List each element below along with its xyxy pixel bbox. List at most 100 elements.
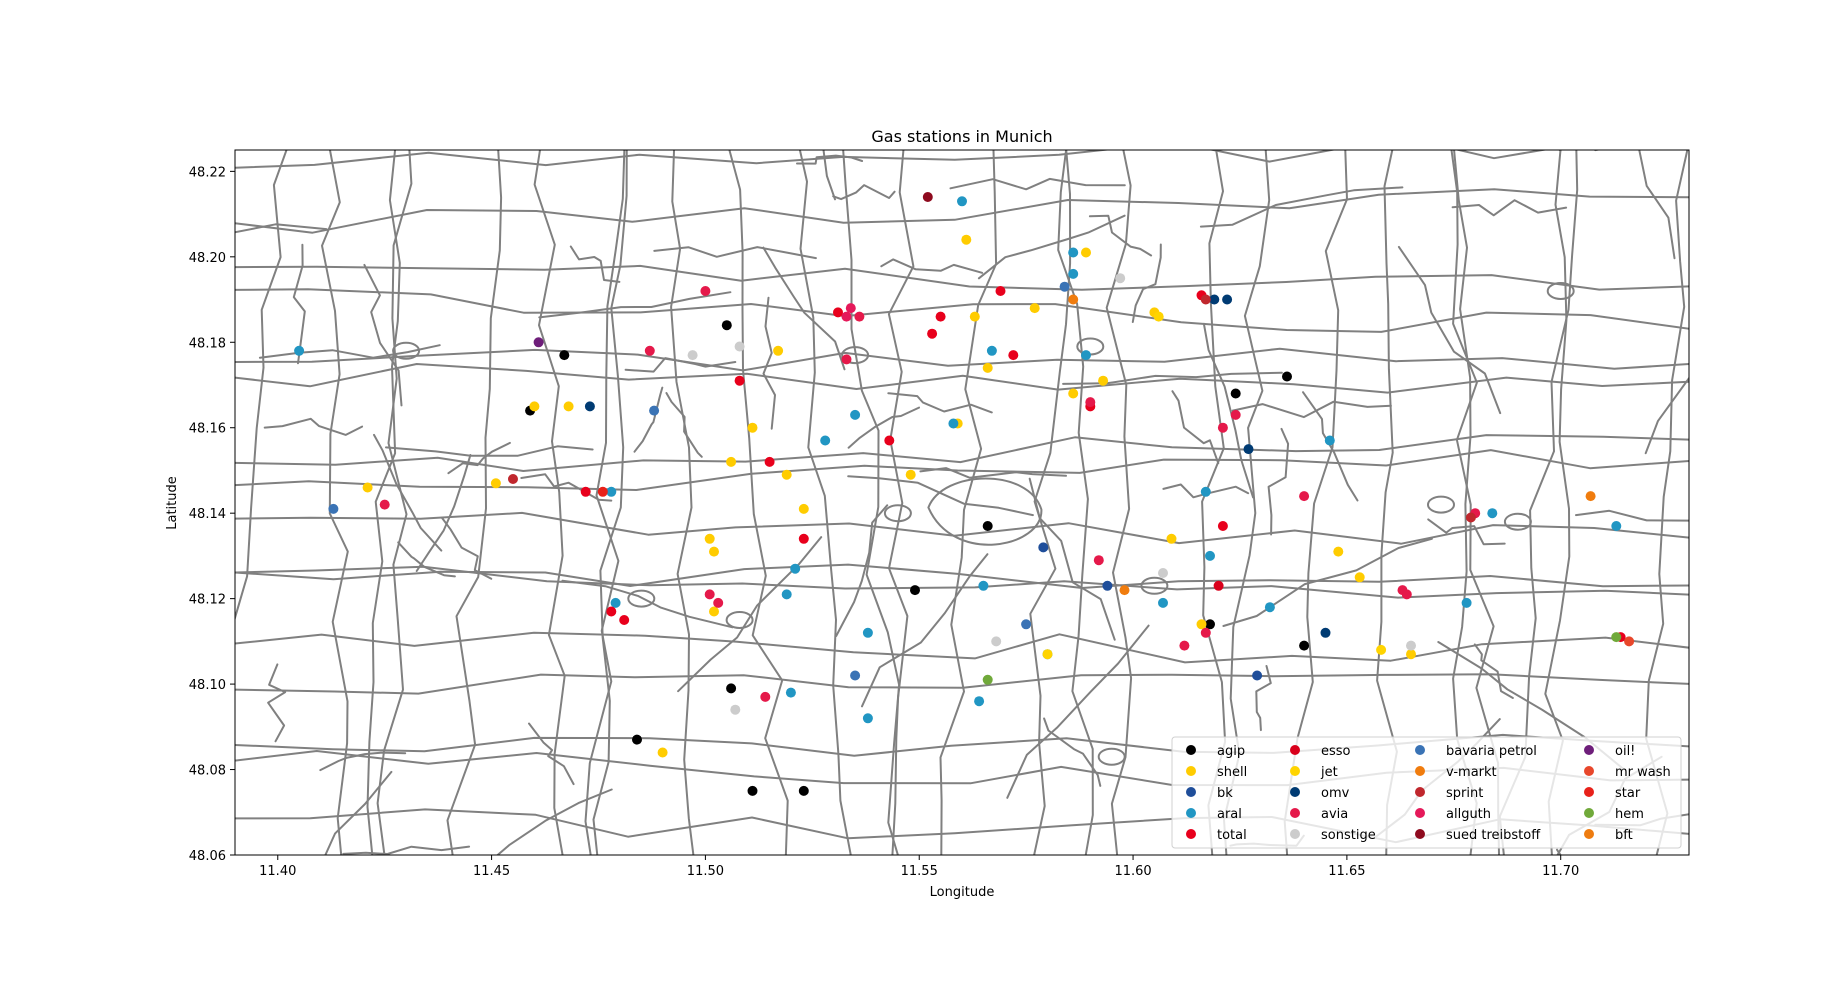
station-point-aral: [1264, 602, 1275, 613]
station-point-avia: [854, 311, 865, 322]
station-point-shell: [529, 401, 540, 412]
station-point-sonstige: [1158, 568, 1168, 578]
station-point-allguth: [845, 303, 856, 314]
station-point-shell: [704, 533, 715, 544]
road: [373, 433, 443, 552]
station-point-aral: [294, 345, 305, 356]
station-point-total: [884, 435, 895, 446]
road: [569, 245, 621, 283]
road: [1222, 537, 1433, 627]
road-loop: [725, 611, 754, 629]
station-point-shell: [709, 606, 719, 617]
road: [653, 246, 817, 260]
road: [1057, 150, 1094, 855]
road: [1267, 427, 1290, 536]
station-point-sonstige: [687, 350, 698, 361]
station-point-aral: [1611, 521, 1622, 531]
road: [624, 357, 737, 373]
road: [1131, 243, 1162, 323]
y-axis-label: Latitude: [165, 476, 180, 530]
station-point-aral: [974, 696, 985, 707]
legend-marker: [1186, 829, 1196, 839]
road: [822, 150, 836, 201]
station-point-shell: [1081, 247, 1091, 258]
station-point-bk: [1038, 542, 1049, 553]
station-point-aral: [820, 435, 831, 446]
y-tick-label: 48.22: [189, 165, 226, 180]
station-point-bavaria-petrol: [328, 503, 339, 514]
station-point-agip: [726, 683, 737, 694]
station-point-avia: [1200, 627, 1211, 638]
station-point-aral: [1068, 247, 1079, 258]
y-tick-label: 48.06: [189, 849, 226, 864]
legend-label: bavaria petrol: [1446, 744, 1537, 759]
legend-label: bft: [1615, 828, 1633, 843]
station-point-total: [764, 456, 775, 467]
station-point-agip: [910, 585, 920, 596]
road: [1255, 665, 1272, 732]
road: [267, 663, 287, 743]
road-loop: [1097, 747, 1126, 766]
station-point-aral: [1081, 350, 1091, 361]
road: [1202, 322, 1255, 499]
station-point-bavaria-petrol: [1021, 619, 1032, 630]
station-point-aral: [1324, 435, 1335, 446]
station-point-aral: [606, 486, 617, 497]
station-point-aral: [948, 418, 959, 429]
station-point-v-markt: [1119, 585, 1130, 596]
road: [235, 150, 1549, 169]
road: [861, 553, 989, 708]
station-point-esso: [1213, 580, 1224, 591]
station-point-shell: [961, 234, 972, 245]
station-point-aral: [957, 196, 967, 207]
legend-marker: [1415, 766, 1425, 776]
road: [832, 184, 896, 201]
road: [798, 150, 852, 855]
legend-marker: [1415, 745, 1425, 755]
road: [1427, 518, 1506, 546]
station-point-aral: [1461, 597, 1472, 608]
station-point-shell: [773, 345, 784, 356]
ring-road: [927, 477, 1043, 546]
road: [847, 475, 1034, 517]
road: [584, 150, 626, 855]
legend: agip shell bk aral total esso jet omv avia sonsti…: [1171, 736, 1682, 849]
road-loop: [1140, 576, 1169, 595]
station-point-shell: [1068, 388, 1079, 399]
road: [1199, 186, 1404, 228]
road: [796, 154, 864, 165]
legend-marker: [1186, 745, 1196, 755]
station-point-aral: [785, 687, 796, 698]
legend-label: aral: [1217, 807, 1242, 822]
road: [235, 188, 1689, 234]
road: [1043, 717, 1102, 787]
station-point-avia: [644, 345, 655, 356]
road: [762, 296, 776, 430]
road: [1638, 150, 1676, 260]
legend-label: esso: [1321, 744, 1351, 759]
legend-label: total: [1217, 828, 1247, 843]
x-tick-label: 11.50: [687, 864, 724, 879]
station-point-bk: [1102, 580, 1113, 591]
road: [633, 386, 664, 453]
station-point-sued-treibstoff: [922, 192, 933, 202]
road-network: [235, 150, 1689, 855]
road: [366, 150, 401, 855]
station-point-avia: [713, 597, 724, 608]
road: [441, 517, 493, 580]
road: [1231, 400, 1392, 419]
legend-marker: [1290, 829, 1300, 839]
station-point-sonstige: [991, 636, 1002, 647]
station-point-v-markt: [1585, 491, 1596, 502]
station-point-aral: [1068, 268, 1079, 279]
road: [235, 434, 1689, 472]
road-loop: [1427, 495, 1455, 514]
station-point-avia: [1093, 555, 1104, 566]
road: [319, 751, 407, 772]
legend-marker: [1290, 766, 1300, 776]
chart-title: Gas stations in Munich: [871, 127, 1052, 146]
road: [728, 150, 789, 855]
station-point-hem: [982, 674, 993, 685]
legend-label: mr wash: [1615, 765, 1671, 780]
station-point-shell: [1406, 649, 1416, 660]
